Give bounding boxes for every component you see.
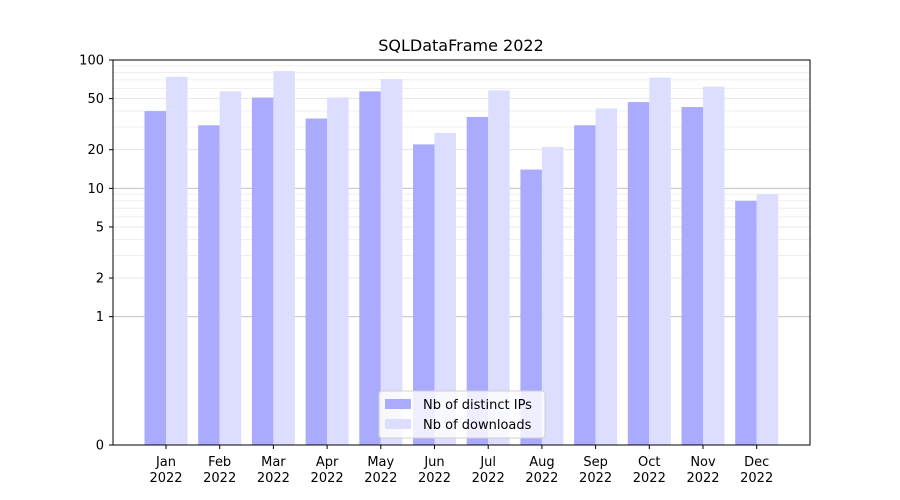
- bar-distinct-ips: [735, 200, 757, 445]
- bar-downloads: [595, 108, 618, 446]
- bar-downloads: [488, 90, 510, 445]
- y-tick-label: 2: [96, 272, 104, 287]
- x-tick-label-year: 2022: [418, 471, 451, 486]
- chart-title: SQLDataFrame 2022: [378, 36, 544, 55]
- x-tick-label: Nov: [690, 455, 716, 470]
- plot-frame: [112, 59, 811, 446]
- x-tick-label: Jul: [479, 455, 496, 470]
- bar-distinct-ips: [359, 91, 381, 445]
- y-tick-label: 20: [87, 143, 104, 158]
- bar-distinct-ips: [305, 118, 328, 446]
- legend-box: [378, 390, 546, 439]
- bar-downloads: [380, 79, 403, 446]
- x-tick-label-year: 2022: [311, 471, 344, 486]
- y-tick-label: 10: [87, 182, 104, 197]
- x-tick-label-year: 2022: [740, 471, 773, 486]
- bar-downloads: [219, 91, 242, 445]
- axes: [109, 59, 811, 449]
- bar-downloads: [434, 132, 456, 446]
- x-tick-label-year: 2022: [525, 471, 558, 486]
- bar-distinct-ips: [198, 125, 220, 446]
- x-tick-label: Jan: [155, 455, 176, 470]
- x-tick-label: May: [367, 455, 394, 470]
- x-tick-label-year: 2022: [257, 471, 290, 486]
- x-tick-label: Feb: [208, 455, 231, 470]
- bars: [144, 71, 779, 446]
- x-tick-label: Dec: [744, 455, 769, 470]
- x-tick-label-year: 2022: [472, 471, 505, 486]
- y-tick-label: 0: [96, 439, 104, 454]
- bar-downloads: [703, 86, 725, 445]
- bar-downloads: [327, 97, 349, 445]
- bar-downloads: [541, 146, 564, 445]
- y-tick-label: 50: [87, 92, 104, 107]
- x-tick-label: Jun: [423, 455, 444, 470]
- legend: Nb of distinct IPs Nb of downloads: [378, 390, 546, 439]
- x-tick-label-year: 2022: [149, 471, 182, 486]
- x-tick-label: Apr: [316, 455, 339, 470]
- bar-downloads: [273, 71, 295, 446]
- bar-distinct-ips: [627, 102, 650, 445]
- legend-swatch: [385, 399, 411, 409]
- bar-downloads: [649, 77, 671, 446]
- x-tick-label-year: 2022: [579, 471, 612, 486]
- bar-distinct-ips: [681, 107, 703, 446]
- y-tick-label: 100: [79, 54, 104, 69]
- x-tick-label-year: 2022: [633, 471, 666, 486]
- bar-downloads: [756, 194, 779, 445]
- x-tick-label-year: 2022: [203, 471, 236, 486]
- tick-labels: Jan2022Feb2022Mar2022Apr2022May2022Jun20…: [79, 54, 773, 487]
- legend-label: Nb of downloads: [423, 418, 532, 433]
- x-tick-label: Oct: [638, 455, 660, 470]
- bar-distinct-ips: [251, 97, 274, 445]
- x-tick-label: Sep: [583, 455, 608, 470]
- x-tick-label-year: 2022: [364, 471, 397, 486]
- legend-swatch: [385, 419, 411, 429]
- y-tick-label: 1: [96, 310, 104, 325]
- bar-distinct-ips: [466, 116, 489, 446]
- x-tick-label: Mar: [261, 455, 286, 470]
- bar-distinct-ips: [413, 144, 435, 445]
- bar-distinct-ips: [574, 125, 596, 446]
- x-tick-label: Aug: [529, 455, 554, 470]
- bar-distinct-ips: [520, 169, 542, 445]
- bar-downloads: [166, 76, 188, 446]
- x-tick-label-year: 2022: [686, 471, 719, 486]
- bar-distinct-ips: [144, 111, 166, 445]
- y-tick-label: 5: [96, 220, 104, 235]
- legend-label: Nb of distinct IPs: [423, 398, 532, 413]
